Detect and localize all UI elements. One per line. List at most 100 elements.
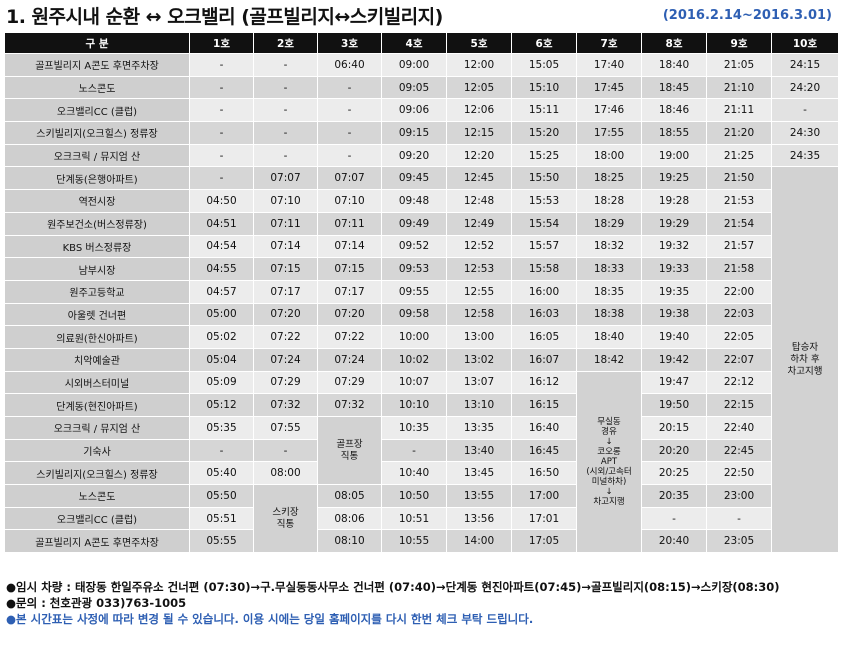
- time-cell: 19:35: [641, 279, 707, 304]
- time-cell: 05:55: [189, 529, 254, 554]
- time-cell: 19:00: [641, 143, 707, 168]
- stop-name: 오크크릭 / 뮤지엄 산: [4, 416, 190, 440]
- time-cell: 16:03: [511, 302, 577, 327]
- time-cell: 19:50: [641, 393, 707, 417]
- time-cell: 06:40: [317, 53, 382, 77]
- stop-name: 치악예술관: [4, 347, 190, 372]
- time-cell: 22:45: [706, 438, 772, 463]
- stop-name: 단계동(현진아파트): [4, 393, 190, 417]
- time-cell: -: [641, 506, 707, 531]
- table-row: 단계동(은행아파트) -07:07 07:07 09:45 12:45 15:50 18:2…: [4, 166, 839, 554]
- header-run-3: 3호: [317, 32, 382, 54]
- time-cell: 13:56: [446, 506, 512, 531]
- time-cell: 15:53: [511, 189, 577, 213]
- time-cell: -: [253, 121, 318, 145]
- table-row: 스키빌리지(오크힐스) 정류장 - - -09:15 12:15 15:20 17:55 18…: [4, 121, 839, 145]
- time-cell: 07:14: [317, 234, 382, 259]
- time-cell: 16:40: [511, 416, 577, 440]
- table-row: 오크밸리CC (클럽) - - -09:06 12:06 15:11 17:46 18:46 2…: [4, 98, 839, 123]
- time-cell: 18:40: [576, 325, 642, 349]
- stop-name: 노스콘도: [4, 484, 190, 508]
- time-cell: 22:03: [706, 302, 772, 327]
- header-run-4: 4호: [381, 32, 447, 54]
- table-row: 아울렛 건너편 05:00 07:20 07:20 09:58 12:58 16:03 18:…: [4, 302, 839, 327]
- time-cell: 19:47: [641, 370, 707, 395]
- time-cell: 10:40: [381, 461, 447, 486]
- time-cell: 12:15: [446, 121, 512, 145]
- time-cell: 07:15: [253, 257, 318, 281]
- time-cell: 17:45: [576, 75, 642, 100]
- header-run-9: 9호: [706, 32, 772, 54]
- table-row: 골프빌리지 A콘도 후면주차장 05:55 08:10 10:55 14:00 17:05…: [4, 529, 839, 554]
- time-cell: 10:07: [381, 370, 447, 395]
- time-cell: 21:57: [706, 234, 772, 259]
- time-cell: 16:05: [511, 325, 577, 349]
- time-cell: 09:55: [381, 279, 447, 304]
- time-cell: 09:52: [381, 234, 447, 259]
- time-cell: 16:50: [511, 461, 577, 486]
- time-cell: 09:53: [381, 257, 447, 281]
- time-cell: 04:50: [189, 189, 254, 213]
- time-cell: 07:15: [317, 257, 382, 281]
- time-cell: 21:58: [706, 257, 772, 281]
- time-cell: 18:33: [576, 257, 642, 281]
- time-cell: 09:48: [381, 189, 447, 213]
- time-cell: 22:05: [706, 325, 772, 349]
- time-cell: 24:20: [771, 75, 839, 100]
- time-cell: 16:07: [511, 347, 577, 372]
- time-cell: 15:58: [511, 257, 577, 281]
- time-cell: 22:50: [706, 461, 772, 486]
- time-cell: 21:54: [706, 211, 772, 236]
- time-cell: 07:11: [317, 211, 382, 236]
- time-cell: 05:50: [189, 484, 254, 508]
- time-cell: 18:00: [576, 143, 642, 168]
- time-cell: 19:33: [641, 257, 707, 281]
- time-cell: 21:53: [706, 189, 772, 213]
- table-row: KBS 버스정류장 04:54 07:14 07:14 09:52 12:52 15:57 1…: [4, 234, 839, 259]
- time-cell: -: [317, 121, 382, 145]
- time-cell: 22:40: [706, 416, 772, 440]
- inquiry-note: ●문의 : 천호관광 033)763-1005: [6, 596, 187, 610]
- time-cell: 19:38: [641, 302, 707, 327]
- time-cell: 07:24: [317, 347, 382, 372]
- table-row: 노스콘도 05:50 스키장 직통 08:05 10:50 13:55 17:00 20:35…: [4, 484, 839, 554]
- time-cell: 19:40: [641, 325, 707, 349]
- time-cell: 05:09: [189, 370, 254, 395]
- time-cell: 19:25: [641, 166, 707, 191]
- time-cell: 13:35: [446, 416, 512, 440]
- time-cell: 18:40: [641, 53, 707, 77]
- time-cell: 07:29: [253, 370, 318, 395]
- header-stop: 구 분: [4, 32, 190, 54]
- header-run-7: 7호: [576, 32, 642, 54]
- header-run-2: 2호: [253, 32, 318, 54]
- merged-note-col10: 탑승자 하차 후 차고지행: [771, 166, 839, 554]
- time-cell: 17:01: [511, 506, 577, 531]
- time-cell: 09:15: [381, 121, 447, 145]
- time-cell: -: [317, 98, 382, 123]
- stop-name: 남부시장: [4, 257, 190, 281]
- time-cell: 21:11: [706, 98, 772, 123]
- time-cell: 04:57: [189, 279, 254, 304]
- stop-name: 골프빌리지 A콘도 후면주차장: [4, 53, 190, 77]
- table-row: 골프빌리지 A콘도 후면주차장 - -06:40 09:00 12:00 15:05 17:…: [4, 53, 839, 77]
- stop-name: 스키빌리지(오크힐스) 정류장: [4, 461, 190, 486]
- time-cell: 18:28: [576, 189, 642, 213]
- table-row: 단계동(현진아파트) 05:12 07:32 07:32 10:10 13:10 16:15…: [4, 393, 839, 417]
- time-cell: 16:00: [511, 279, 577, 304]
- time-cell: 18:45: [641, 75, 707, 100]
- time-cell: 22:15: [706, 393, 772, 417]
- time-cell: 15:05: [511, 53, 577, 77]
- header-run-5: 5호: [446, 32, 512, 54]
- time-cell: 12:48: [446, 189, 512, 213]
- time-cell: 24:30: [771, 121, 839, 145]
- time-cell: 05:51: [189, 506, 254, 531]
- table-row: 원주보건소(버스정류장) 04:51 07:11 07:11 09:49 12:49 15:…: [4, 211, 839, 236]
- time-cell: 07:22: [317, 325, 382, 349]
- table-row: 오크크릭 / 뮤지엄 산 - - -09:20 12:20 15:25 18:00 19:00…: [4, 143, 839, 168]
- time-cell: 18:46: [641, 98, 707, 123]
- time-cell: -: [189, 53, 254, 77]
- time-cell: 21:10: [706, 75, 772, 100]
- time-cell: 07:10: [317, 189, 382, 213]
- time-cell: 16:45: [511, 438, 577, 463]
- time-cell: 13:00: [446, 325, 512, 349]
